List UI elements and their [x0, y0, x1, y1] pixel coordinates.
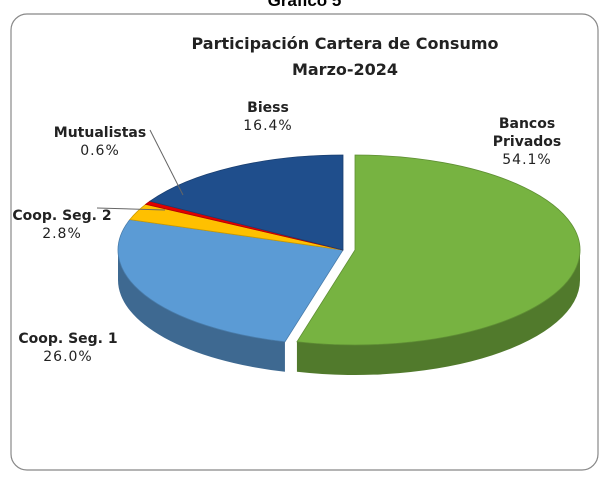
data-label: Biess 16.4%	[213, 99, 323, 135]
chart-title: Participación Cartera de Consumo	[191, 34, 499, 53]
slice-value: 2.8%	[42, 226, 82, 242]
leader-line	[149, 129, 184, 196]
heading: Gráfico 5	[267, 0, 342, 10]
data-label: Bancos Privados 54.1%	[482, 115, 572, 169]
data-label: Coop. Seg. 2 2.8%	[7, 207, 117, 243]
slice	[148, 154, 344, 251]
slice-value: 0.6%	[80, 143, 120, 159]
leader-line	[96, 207, 166, 211]
slice	[296, 154, 581, 346]
chart-subtitle: Marzo-2024	[291, 60, 399, 79]
slice-name: Coop. Seg. 2	[12, 208, 112, 224]
slice-side	[118, 250, 285, 372]
data-label: Mutualistas 0.6%	[45, 124, 155, 160]
slice-name: Mutualistas	[53, 125, 147, 141]
slice-value: 26.0%	[43, 349, 93, 365]
slice-side	[296, 250, 580, 375]
slice-value: 54.1%	[502, 152, 552, 168]
slice-name: Biess	[247, 100, 289, 116]
slice-value: 16.4%	[243, 118, 293, 134]
slice-name: Coop. Seg. 1	[18, 331, 118, 347]
slice	[117, 219, 344, 343]
slice-name: Bancos Privados	[492, 116, 562, 150]
data-label: Coop. Seg. 1 26.0%	[13, 330, 123, 366]
